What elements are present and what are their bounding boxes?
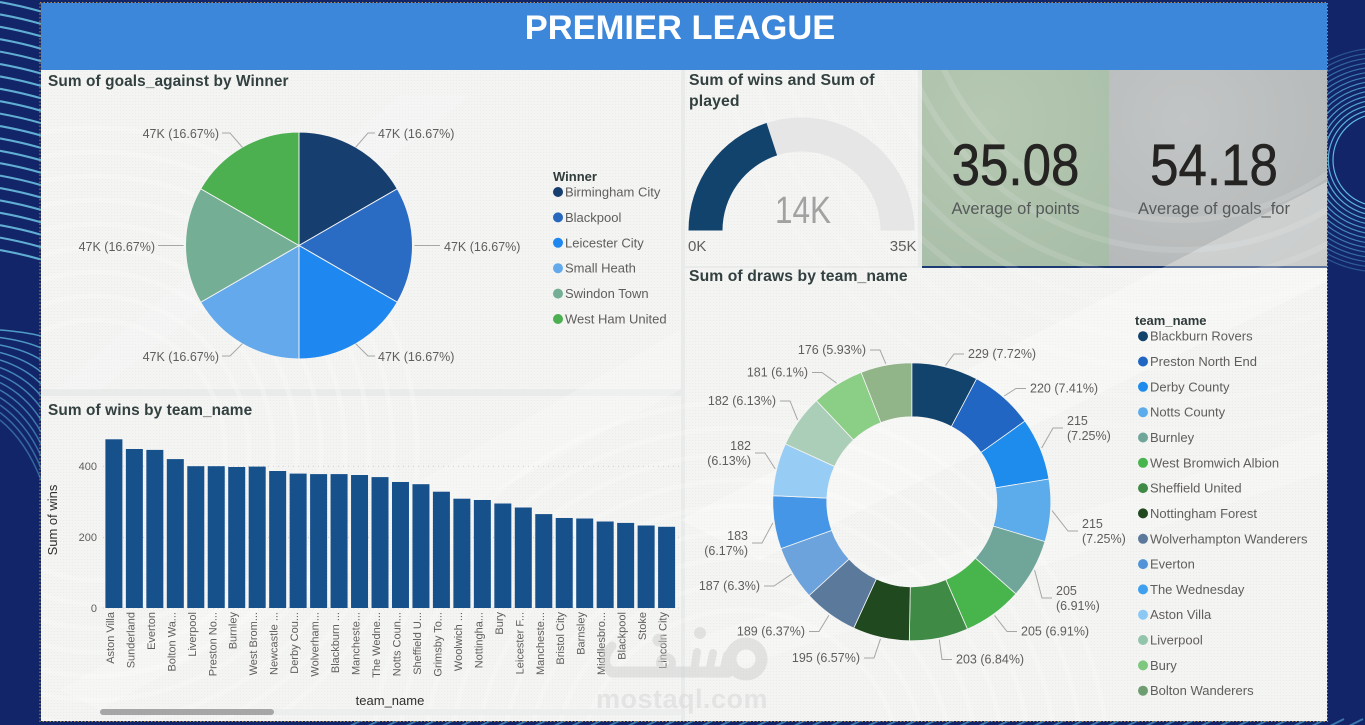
svg-text:47K (16.67%): 47K (16.67%) [444,240,520,254]
svg-text:205: 205 [1056,584,1077,598]
svg-text:200: 200 [79,532,97,544]
svg-text:47K (16.67%): 47K (16.67%) [378,350,454,364]
svg-text:The Wedne...: The Wedne... [371,612,383,678]
svg-text:176 (5.93%): 176 (5.93%) [798,343,866,357]
svg-text:Notts County: Notts County [1150,405,1226,420]
svg-text:Winner: Winner [553,169,597,184]
svg-text:Liverpool: Liverpool [1150,633,1203,648]
svg-text:182: 182 [730,439,751,453]
svg-text:Leicester F...: Leicester F... [514,612,526,674]
svg-text:(7.25%): (7.25%) [1067,429,1111,443]
svg-text:West Ham United: West Ham United [565,312,667,327]
svg-text:47K (16.67%): 47K (16.67%) [143,350,219,364]
svg-text:Everton: Everton [146,612,158,650]
svg-text:Notts Coun...: Notts Coun... [391,612,403,676]
svg-text:Derby Cou...: Derby Cou... [289,612,301,674]
svg-text:Small Heath: Small Heath [565,261,636,276]
svg-text:47K (16.67%): 47K (16.67%) [378,127,454,141]
svg-text:Preston No...: Preston No... [207,612,219,676]
svg-text:(6.17%): (6.17%) [704,544,748,558]
svg-text:mostaql.com: mostaql.com [596,684,768,714]
svg-text:Sunderland: Sunderland [125,612,137,668]
svg-text:Sheffield U...: Sheffield U... [412,612,424,675]
svg-text:400: 400 [79,461,97,473]
svg-text:Burnley: Burnley [1150,430,1195,445]
svg-text:West Brom...: West Brom... [248,612,260,675]
svg-text:Preston North End: Preston North End [1150,354,1257,369]
svg-text:Blackburn ...: Blackburn ... [330,612,342,673]
svg-text:181 (6.1%): 181 (6.1%) [747,366,808,380]
svg-text:Birmingham City: Birmingham City [565,185,661,200]
svg-text:183: 183 [727,529,748,543]
svg-text:Blackpool: Blackpool [617,612,629,660]
svg-text:Bury: Bury [1150,658,1177,673]
svg-text:Burnley: Burnley [228,612,240,650]
svg-text:Derby County: Derby County [1150,379,1230,394]
svg-text:215: 215 [1067,414,1088,428]
svg-text:Nottingham Forest: Nottingham Forest [1150,506,1257,521]
svg-text:Bristol City: Bristol City [555,612,567,665]
svg-text:Sheffield United: Sheffield United [1150,481,1242,496]
svg-text:(6.13%): (6.13%) [707,454,751,468]
svg-text:Newcastle ...: Newcastle ... [269,612,281,675]
svg-text:182 (6.13%): 182 (6.13%) [708,394,776,408]
svg-text:Swindon Town: Swindon Town [565,286,649,301]
svg-text:West Bromwich Albion: West Bromwich Albion [1150,455,1279,470]
svg-text:(7.25%): (7.25%) [1082,532,1126,546]
svg-text:203 (6.84%): 203 (6.84%) [956,653,1024,667]
svg-text:(6.91%): (6.91%) [1056,599,1100,613]
svg-text:Mancheste...: Mancheste... [351,612,363,675]
svg-text:Aston Villa: Aston Villa [1150,607,1212,622]
svg-text:Leicester City: Leicester City [565,235,644,250]
svg-text:47K (16.67%): 47K (16.67%) [79,240,155,254]
svg-text:Bolton Wanderers: Bolton Wanderers [1150,683,1254,698]
svg-text:205 (6.91%): 205 (6.91%) [1021,625,1089,639]
svg-text:Woolwich ...: Woolwich ... [453,612,465,671]
svg-text:0K: 0K [688,238,706,255]
svg-text:229 (7.72%): 229 (7.72%) [968,347,1036,361]
svg-text:Wolverhampton Wanderers: Wolverhampton Wanderers [1150,531,1308,546]
svg-text:The Wednesday: The Wednesday [1150,582,1245,597]
svg-text:Mancheste...: Mancheste... [535,612,547,675]
svg-text:189 (6.37%): 189 (6.37%) [737,625,805,639]
svg-text:Everton: Everton [1150,557,1195,572]
svg-text:Grimsby To...: Grimsby To... [432,612,444,677]
svg-text:Liverpool: Liverpool [187,612,199,657]
svg-text:14K: 14K [775,190,831,232]
svg-text:Stoke: Stoke [637,612,649,640]
svg-text:187 (6.3%): 187 (6.3%) [699,579,760,593]
svg-text:Barnsley: Barnsley [576,612,588,655]
svg-text:Nottingha...: Nottingha... [473,612,485,668]
svg-text:Wolverham...: Wolverham... [310,612,322,677]
svg-text:0: 0 [91,603,97,615]
svg-text:Sum of wins: Sum of wins [45,484,60,555]
svg-text:team_name: team_name [356,693,425,708]
svg-text:Bury: Bury [494,612,506,635]
svg-text:Bolton Wa...: Bolton Wa... [166,612,178,672]
svg-text:35K: 35K [890,238,917,255]
svg-text:220 (7.41%): 220 (7.41%) [1030,382,1098,396]
svg-text:215: 215 [1082,517,1103,531]
svg-text:195 (6.57%): 195 (6.57%) [792,651,860,665]
svg-text:Blackburn Rovers: Blackburn Rovers [1150,329,1253,344]
svg-text:Blackpool: Blackpool [565,210,621,225]
svg-text:team_name: team_name [1135,313,1207,328]
svg-text:Aston Villa: Aston Villa [105,611,117,664]
svg-text:47K (16.67%): 47K (16.67%) [143,127,219,141]
